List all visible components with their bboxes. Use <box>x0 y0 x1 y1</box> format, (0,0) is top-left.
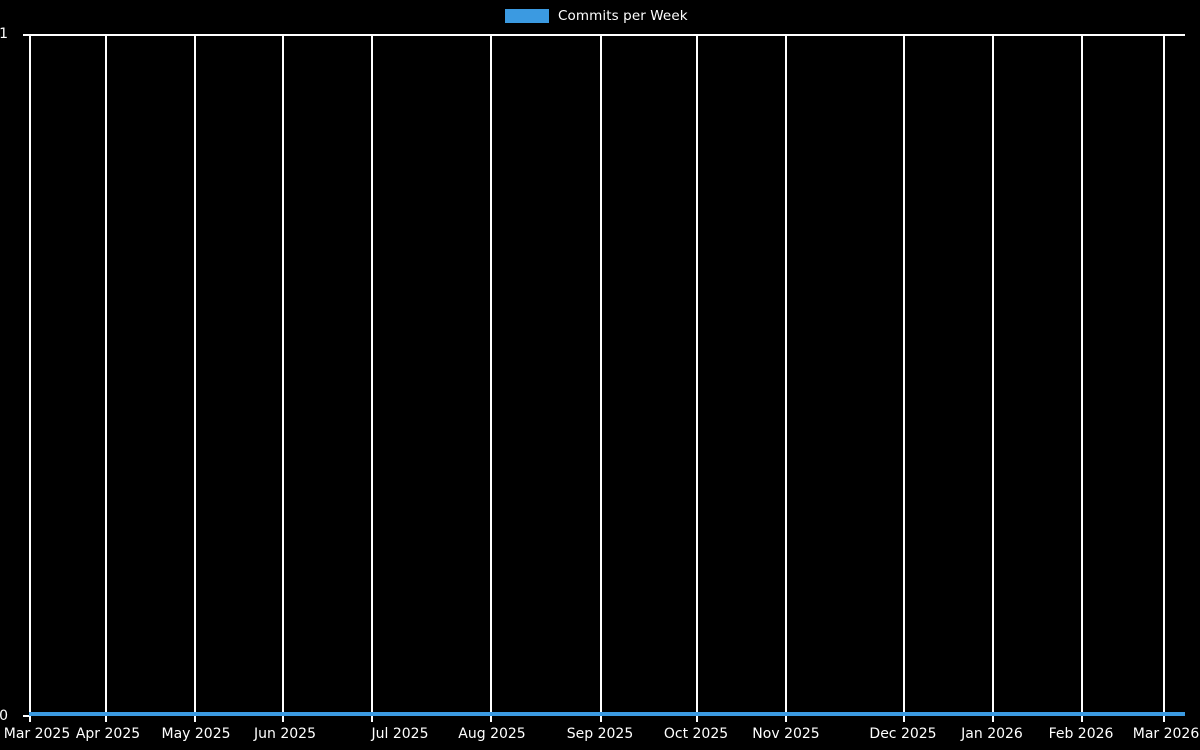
x-axis-tick-mark-sep-2025 <box>600 716 602 722</box>
gridline-jan-2026 <box>992 34 994 716</box>
x-axis-tick-label-oct-2025: Oct 2025 <box>663 726 729 742</box>
plot-area <box>29 34 1185 716</box>
y-axis-tick-mark-top <box>23 34 29 36</box>
x-axis-tick-mark-jul-2025 <box>371 716 373 722</box>
x-axis-tick-label-apr-2025: Apr 2025 <box>75 726 141 742</box>
x-axis-tick-label-mar-2025: Mar 2025 <box>3 726 71 742</box>
x-axis-tick-label-feb-2026: Feb 2026 <box>1048 726 1114 742</box>
legend-label-commits-per-week: Commits per Week <box>558 8 688 24</box>
chart-legend: Commits per Week <box>505 6 688 26</box>
x-axis-tick-label-jul-2025: Jul 2025 <box>371 726 429 742</box>
series-line-commits-per-week <box>29 712 1185 716</box>
x-axis-tick-mark-mar-2026 <box>1163 716 1165 722</box>
gridline-may-2025 <box>194 34 196 716</box>
x-axis-tick-label-aug-2025: Aug 2025 <box>458 726 526 742</box>
x-axis-tick-label-nov-2025: Nov 2025 <box>752 726 820 742</box>
x-axis-tick-mark-oct-2025 <box>696 716 698 722</box>
x-axis-tick-label-sep-2025: Sep 2025 <box>566 726 634 742</box>
x-axis-tick-mark-jan-2026 <box>992 716 994 722</box>
x-axis-tick-mark-feb-2026 <box>1081 716 1083 722</box>
gridline-jun-2025 <box>282 34 284 716</box>
gridline-jul-2025 <box>371 34 373 716</box>
gridline-apr-2025 <box>105 34 107 716</box>
gridline-aug-2025 <box>490 34 492 716</box>
gridline-nov-2025 <box>785 34 787 716</box>
x-axis-tick-mark-mar-2025 <box>29 716 31 722</box>
axis-spine-left <box>29 34 31 716</box>
x-axis-tick-mark-apr-2025 <box>105 716 107 722</box>
x-axis-tick-label-mar-2026: Mar 2026 <box>1132 726 1200 742</box>
y-axis-tick-label-top: 1 <box>0 26 8 42</box>
x-axis-tick-mark-dec-2025 <box>903 716 905 722</box>
x-axis-tick-mark-nov-2025 <box>785 716 787 722</box>
x-axis-tick-label-jun-2025: Jun 2025 <box>254 726 316 742</box>
gridline-sep-2025 <box>600 34 602 716</box>
y-axis-tick-label-bottom: 0 <box>0 708 8 724</box>
x-axis-tick-mark-aug-2025 <box>490 716 492 722</box>
gridline-feb-2026 <box>1081 34 1083 716</box>
x-axis-tick-label-may-2025: May 2025 <box>161 726 231 742</box>
y-axis-tick-mark-bottom <box>23 715 29 717</box>
gridline-mar-2026 <box>1163 34 1165 716</box>
x-axis-tick-mark-jun-2025 <box>282 716 284 722</box>
x-axis-tick-mark-may-2025 <box>194 716 196 722</box>
gridline-oct-2025 <box>696 34 698 716</box>
x-axis-tick-label-dec-2025: Dec 2025 <box>869 726 937 742</box>
axis-spine-top <box>29 34 1185 36</box>
gridline-dec-2025 <box>903 34 905 716</box>
x-axis-tick-label-jan-2026: Jan 2026 <box>961 726 1023 742</box>
legend-swatch-commits-per-week <box>505 9 549 23</box>
